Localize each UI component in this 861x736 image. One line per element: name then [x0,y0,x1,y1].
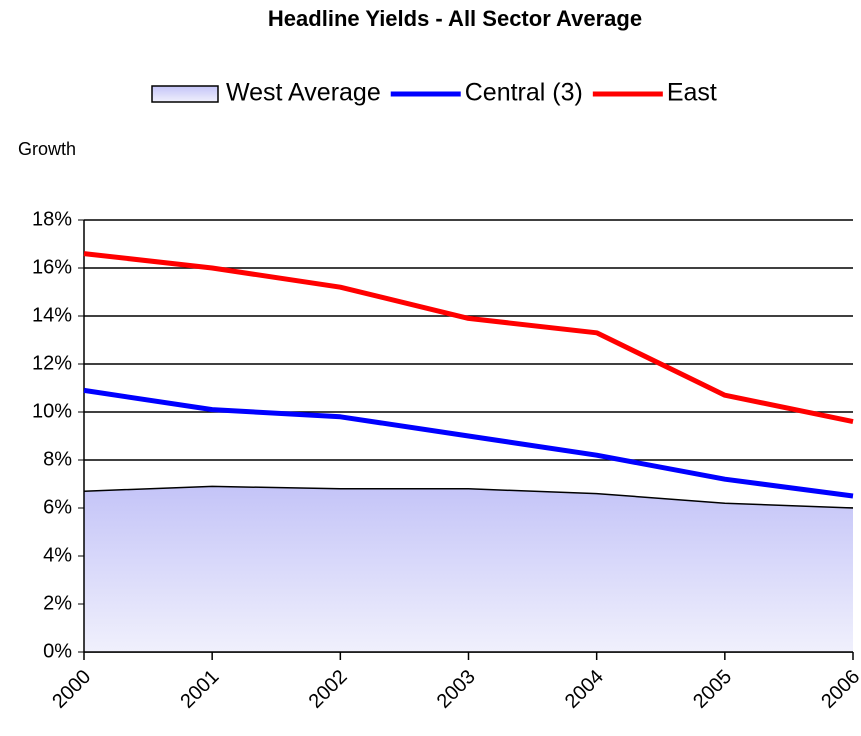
legend-label: Central (3) [465,79,583,107]
chart-title: Headline Yields - All Sector Average [268,6,642,31]
x-tick-label: 2003 [433,666,480,713]
legend: West Average Central (3) East [151,79,717,107]
x-tick-label: 2002 [305,666,352,713]
line [83,251,854,425]
y-tick-label: 6% [43,496,72,518]
x-tick-label: 2004 [561,666,608,713]
y-tick-label: 10% [32,400,72,422]
y-tick-label: 16% [32,256,72,278]
line [83,387,854,499]
y-tick-label: 8% [43,448,72,470]
x-tick-label: 2000 [48,666,95,713]
y-tick-label: 12% [32,352,72,374]
y-tick-label: 2% [43,592,72,614]
y-tick-label: 18% [32,208,72,230]
y-tick-label: 4% [43,544,72,566]
x-tick-label: 2001 [176,666,223,713]
area [84,486,853,652]
legend-label: West Average [226,79,381,107]
area-outline [83,485,854,509]
x-tick-label: 2005 [689,666,736,713]
legend-label: East [667,79,717,107]
legend-swatch [151,85,219,103]
x-tick-label: 2006 [817,666,861,713]
y-axis-label: Growth [18,139,76,159]
y-tick-label: 0% [43,640,72,662]
y-tick-label: 14% [32,304,72,326]
